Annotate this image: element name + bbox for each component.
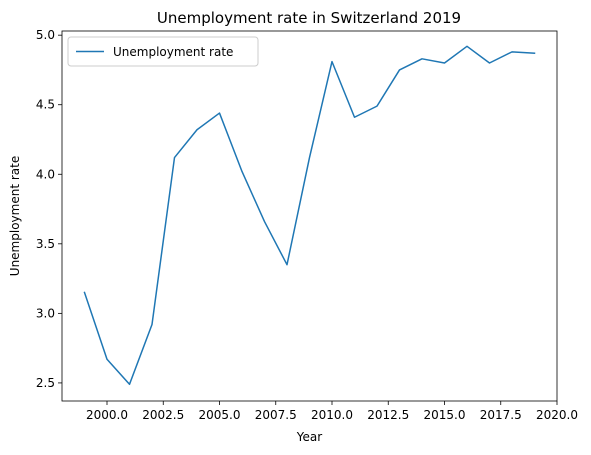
legend: Unemployment rate (67, 36, 259, 67)
y-tick-label-0: 2.5 (36, 376, 55, 390)
y-tick-label-2: 3.5 (36, 237, 55, 251)
x-tick-label-5: 2012.5 (367, 408, 409, 422)
x-tick-label-6: 2015.0 (424, 408, 466, 422)
series-line-0 (83, 45, 536, 386)
plot-area: 2000.0 2002.5 2005.0 2007.5 2010.0 2012.5 2015… (36, 28, 578, 422)
y-axis-label: Unemployment rate (8, 156, 22, 276)
y-tick-label-5: 5.0 (36, 28, 55, 42)
x-tick-label-0: 2000.0 (86, 408, 128, 422)
legend-box (67, 36, 259, 67)
x-tick-label-2: 2005.0 (199, 408, 241, 422)
x-tick-label-3: 2007.5 (255, 408, 297, 422)
x-axis-label: Year (296, 430, 322, 444)
x-tick-label-4: 2010.0 (311, 408, 353, 422)
x-tick-label-1: 2002.5 (142, 408, 184, 422)
y-tick-label-1: 3.0 (36, 306, 55, 320)
plot-frame (61, 30, 558, 402)
legend-label: Unemployment rate (113, 45, 233, 59)
y-tick-label-4: 4.5 (36, 98, 55, 112)
y-tick-label-3: 4.0 (36, 167, 55, 181)
x-tick-label-7: 2017.5 (480, 408, 522, 422)
x-tick-label-8: 2020.0 (536, 408, 578, 422)
chart-title: Unemployment rate in Switzerland 2019 (157, 9, 461, 27)
